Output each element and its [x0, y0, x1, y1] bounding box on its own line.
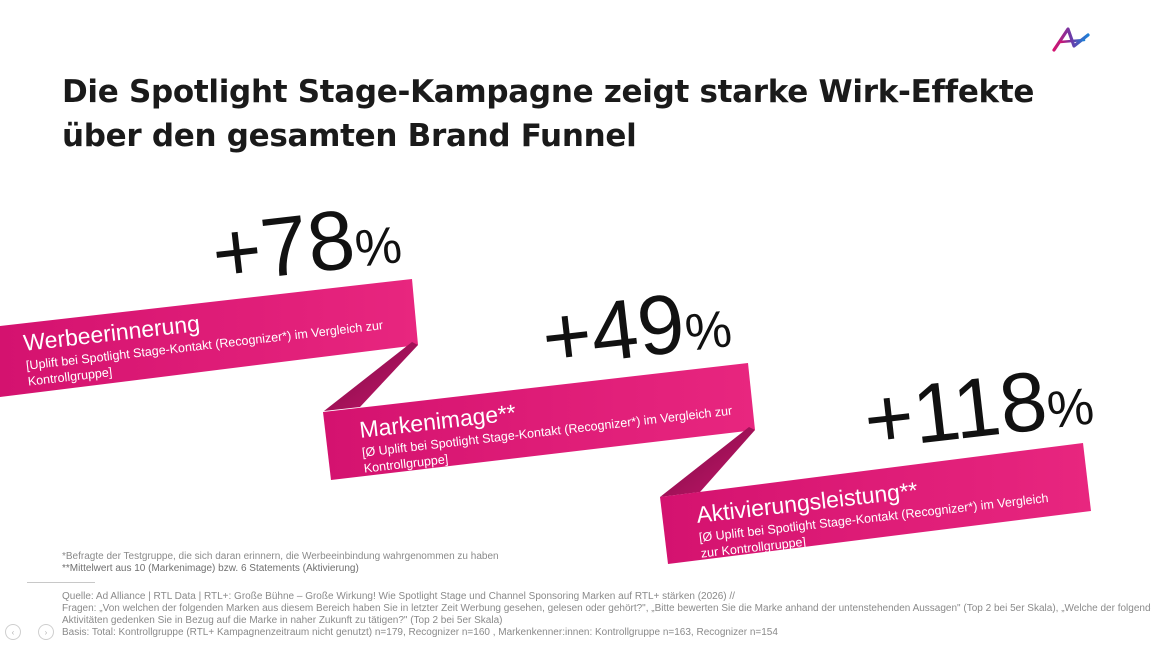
- footnote-2: **Mittelwert aus 10 (Markenimage) bzw. 6…: [62, 563, 359, 574]
- source-line-4: Basis: Total: Kontrollgruppe (RTL+ Kampa…: [62, 627, 778, 638]
- source-line-1: Quelle: Ad Alliance | RTL Data | RTL+: G…: [62, 591, 735, 602]
- ribbon-band-3: [660, 443, 1091, 564]
- ribbon-fold-1: [324, 342, 418, 411]
- ribbon-fold-2: [660, 427, 755, 497]
- ribbon-band-1: [0, 279, 418, 397]
- ad-alliance-logo-icon: [1052, 27, 1090, 52]
- source-line-2: Fragen: „Von welchen der folgenden Marke…: [62, 603, 1151, 614]
- ribbon-band-2: [323, 363, 755, 480]
- footnote-divider: [27, 582, 95, 583]
- prev-glyph: ‹: [11, 627, 15, 637]
- page-title: Die Spotlight Stage-Kampagne zeigt stark…: [62, 74, 1035, 154]
- source-line-3: Aktivitäten gedenken Sie in Bezug auf di…: [62, 615, 503, 626]
- next-slide-icon[interactable]: ›: [38, 624, 54, 640]
- next-glyph: ›: [44, 627, 48, 637]
- footnote-1: *Befragte der Testgruppe, die sich daran…: [62, 551, 499, 562]
- prev-slide-icon[interactable]: ‹: [5, 624, 21, 640]
